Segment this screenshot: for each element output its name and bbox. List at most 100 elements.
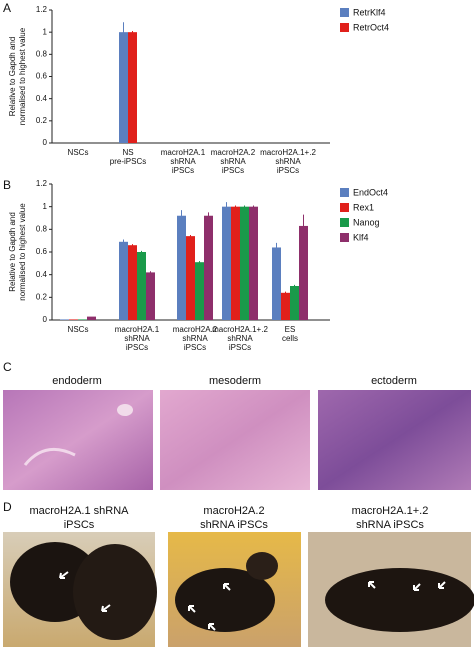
x-tick-label: NSCs [68, 325, 89, 334]
y-tick-label: 0.2 [36, 292, 48, 301]
x-tick-label: shRNA [227, 334, 253, 343]
x-tick-label: shRNA [170, 157, 196, 166]
x-tick-label: shRNA [124, 334, 150, 343]
y-tick-label: 1 [43, 202, 48, 211]
histology-image [3, 390, 153, 490]
bar [119, 32, 128, 143]
bar [87, 316, 96, 320]
y-tick-label: 0 [43, 138, 48, 147]
bar [281, 292, 290, 320]
mouse [325, 568, 474, 632]
histology-image [160, 390, 310, 490]
bar [146, 272, 155, 320]
x-tick-label: iPSCs [184, 343, 206, 352]
x-tick-label: NS [122, 148, 133, 157]
x-tick-label: iPSCs [126, 343, 148, 352]
legend-swatch [340, 188, 349, 197]
x-tick-label: shRNA [220, 157, 246, 166]
x-tick-label: pre-iPSCs [110, 157, 146, 166]
bar [137, 252, 146, 320]
arrows [59, 571, 446, 631]
x-tick-label: macroH2A.1+.2 [212, 325, 268, 334]
panel-label: A [3, 1, 11, 15]
histology-label: mesoderm [209, 375, 261, 387]
y-tick-label: 0.2 [36, 116, 48, 125]
bar [195, 262, 204, 320]
bar [204, 215, 213, 320]
x-tick-label: shRNA [182, 334, 208, 343]
histology-image [318, 390, 471, 490]
bar [299, 225, 308, 320]
x-tick-label: cells [282, 334, 298, 343]
x-tick-label: macroH2A.1+.2 [260, 148, 316, 157]
x-tick-label: macroH2A.1 [161, 148, 206, 157]
legend-label: EndOct4 [353, 187, 388, 197]
bar [78, 319, 87, 320]
bar [128, 32, 137, 143]
y-tick-label: 0.8 [36, 49, 48, 58]
bar [177, 215, 186, 320]
mouse-caption: macroH2A.2 [203, 505, 264, 517]
y-axis-label: normalised to highest value [18, 27, 27, 125]
x-tick-label: iPSCs [277, 166, 299, 175]
bar [231, 206, 240, 320]
y-tick-label: 0.4 [36, 270, 48, 279]
mouse [175, 568, 275, 632]
y-tick-label: 1 [43, 27, 48, 36]
bar [128, 245, 137, 320]
mouse-caption: macroH2A.1+.2 [352, 505, 429, 517]
panel-label: B [3, 178, 11, 192]
legend-label: RetrKlf4 [353, 7, 386, 17]
x-tick-label: shRNA [275, 157, 301, 166]
legend-label: Nanog [353, 217, 380, 227]
legend-label: Klf4 [353, 232, 369, 242]
x-tick-label: ES [285, 325, 296, 334]
y-tick-label: 0 [43, 315, 48, 324]
bar [272, 247, 281, 320]
legend-swatch [340, 233, 349, 242]
y-tick-label: 0.6 [36, 247, 48, 256]
bar [222, 206, 231, 320]
legend-swatch [340, 8, 349, 17]
mouse-head [246, 552, 278, 580]
x-tick-label: iPSCs [229, 343, 251, 352]
x-tick-label: macroH2A.2 [211, 148, 256, 157]
y-tick-label: 0.6 [36, 72, 48, 81]
bar [240, 206, 249, 320]
y-tick-label: 0.4 [36, 94, 48, 103]
x-tick-label: iPSCs [222, 166, 244, 175]
bar [186, 236, 195, 320]
bar [69, 319, 78, 320]
mouse-caption: shRNA iPSCs [356, 519, 424, 531]
histology-label: ectoderm [371, 375, 417, 387]
legend-label: Rex1 [353, 202, 374, 212]
bar [119, 241, 128, 320]
mouse-caption: macroH2A.1 shRNA [29, 505, 129, 517]
x-tick-label: macroH2A.1 [115, 325, 160, 334]
mouse [73, 544, 157, 640]
tissue-structure [23, 447, 76, 466]
y-tick-label: 0.8 [36, 224, 48, 233]
x-tick-label: NSCs [68, 148, 89, 157]
bar [60, 319, 69, 320]
y-tick-label: 1.2 [36, 5, 48, 14]
mouse-caption: iPSCs [64, 519, 95, 531]
y-axis-label: normalised to highest value [18, 203, 27, 301]
y-tick-label: 1.2 [36, 179, 48, 188]
y-axis-label: Relative to Gapdh and [8, 37, 17, 117]
mouse-caption: shRNA iPSCs [200, 519, 268, 531]
panel-label: C [3, 360, 12, 374]
legend-label: RetrOct4 [353, 22, 389, 32]
bar [290, 286, 299, 320]
histology-label: endoderm [52, 375, 102, 387]
bar [249, 206, 258, 320]
legend-swatch [340, 203, 349, 212]
y-axis-label: Relative to Gapdh and [8, 212, 17, 292]
x-tick-label: macroH2A.2 [173, 325, 218, 334]
tissue-structure [117, 404, 133, 416]
legend-swatch [340, 23, 349, 32]
x-tick-label: iPSCs [172, 166, 194, 175]
legend-swatch [340, 218, 349, 227]
panel-label: D [3, 500, 12, 514]
